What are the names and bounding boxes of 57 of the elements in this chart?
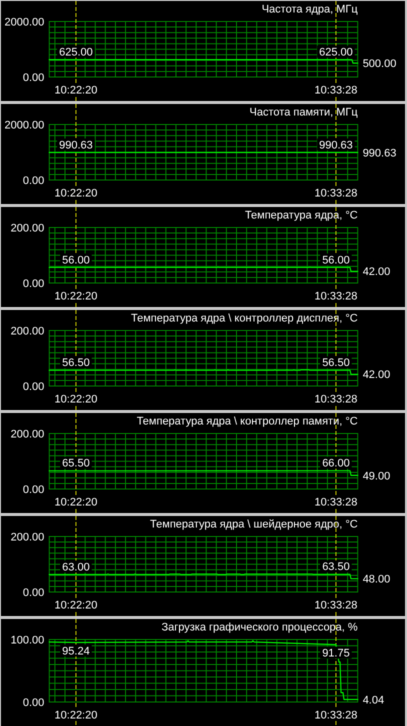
chart-title: Частота памяти, МГц	[250, 106, 358, 118]
x-tick-label: 10:22:20	[54, 709, 98, 722]
data-label: 56.50	[322, 357, 350, 370]
y-tick-label: 0.00	[22, 380, 44, 393]
y-tick-label: 200.00	[10, 428, 44, 440]
data-label: 91.75	[322, 648, 350, 660]
data-label: 42.00	[362, 369, 390, 382]
x-tick-label: 10:22:20	[54, 187, 98, 200]
y-tick-label: 0.00	[22, 174, 44, 187]
x-tick-label: 10:22:20	[54, 393, 98, 406]
data-label: 95.24	[62, 645, 90, 658]
x-tick-label: 10:33:28	[314, 187, 358, 200]
y-tick-label: 200.00	[10, 325, 44, 338]
y-tick-label: 0.00	[22, 484, 44, 496]
data-label: 990.63	[362, 147, 396, 160]
data-label: 48.00	[362, 574, 390, 586]
x-tick-label: 10:22:20	[54, 496, 98, 508]
x-tick-label: 10:33:28	[314, 84, 358, 96]
y-tick-label: 0.00	[22, 696, 44, 709]
data-label: 65.50	[62, 458, 90, 470]
data-label: 4.04	[362, 694, 384, 706]
data-label: 500.00	[362, 58, 396, 70]
data-label: 990.63	[319, 139, 353, 152]
x-tick-label: 10:22:20	[54, 599, 98, 612]
x-tick-label: 10:33:28	[314, 709, 358, 722]
data-label: 625.00	[59, 46, 93, 59]
y-tick-label: 2000.00	[4, 119, 44, 132]
chart-title: Температура ядра, °C	[244, 209, 358, 222]
x-tick-label: 10:33:28	[314, 496, 358, 508]
line-series	[48, 640, 358, 700]
data-label: 56.50	[62, 357, 90, 370]
y-tick-label: 0.00	[22, 586, 44, 599]
data-label: 49.00	[362, 470, 390, 482]
chart-title: Температура ядра \ шейдерное ядро, °C	[150, 518, 358, 530]
data-label: 56.00	[322, 254, 350, 266]
chart-title: Температура ядра \ контроллер памяти, °C	[136, 415, 358, 428]
data-label: 42.00	[362, 266, 390, 278]
x-tick-label: 10:33:28	[314, 290, 358, 302]
y-tick-label: 0.00	[22, 72, 44, 84]
data-label: 63.00	[62, 561, 90, 574]
data-label: 63.50	[322, 561, 350, 574]
data-label: 56.00	[62, 254, 90, 266]
x-tick-label: 10:33:28	[314, 599, 358, 612]
chart-title: Частота ядра, МГц	[262, 3, 358, 16]
chart-title: Загрузка графического процессора, %	[162, 621, 358, 634]
data-label: 990.63	[59, 139, 93, 152]
x-tick-label: 10:22:20	[54, 84, 98, 96]
y-tick-label: 100.00	[10, 634, 44, 646]
chart-title: Температура ядра \ контроллер дисплея, °C	[130, 312, 358, 324]
y-tick-label: 200.00	[10, 531, 44, 544]
data-label: 625.00	[319, 46, 353, 59]
y-tick-label: 2000.00	[4, 16, 44, 28]
y-tick-label: 0.00	[22, 278, 44, 290]
x-tick-label: 10:22:20	[54, 290, 98, 302]
x-tick-label: 10:33:28	[314, 393, 358, 406]
data-label: 66.00	[322, 458, 350, 470]
y-tick-label: 200.00	[10, 222, 44, 234]
